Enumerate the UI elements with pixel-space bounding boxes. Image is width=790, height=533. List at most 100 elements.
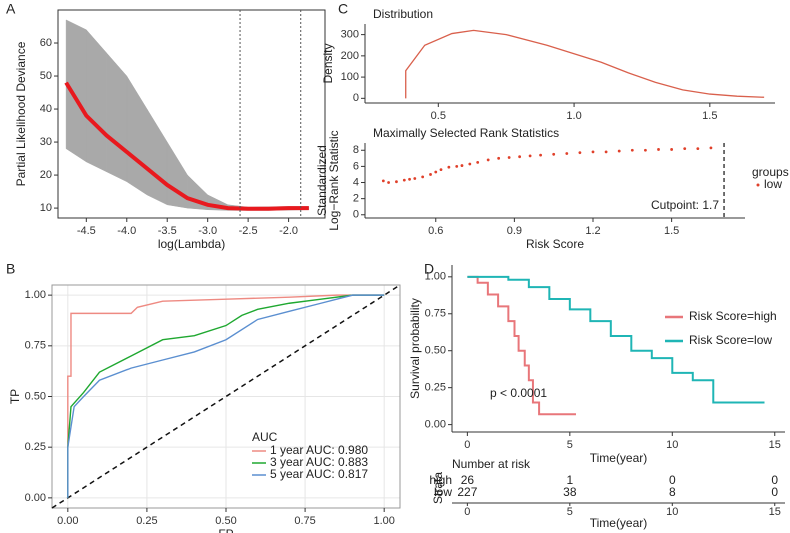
plot-title: Maximally Selected Rank Statistics [373,126,559,140]
x-tick-label: -3.0 [198,225,217,237]
roc-curve [67,294,385,498]
x-tick-label: 15 [769,506,781,518]
y-tick-label: 300 [341,29,359,41]
legend-title: AUC [252,430,278,444]
y-tick-label: 60 [40,37,52,49]
y-tick-label: 0.25 [425,382,446,394]
point [657,148,660,151]
y-tick-label: 0.00 [25,492,46,504]
x-axis-label: FP [218,527,233,533]
y-tick-label: 2 [353,193,359,205]
x-tick-label: 5 [567,439,573,451]
x-tick-label: 0.50 [215,515,236,527]
survival-curve [467,275,576,416]
y-axis-label: Standardized [315,145,329,216]
legend-label: Risk Score=low [689,333,772,347]
y-tick-label: 6 [353,160,359,172]
legend-label: low [764,177,782,191]
point [518,155,522,159]
point [497,156,501,160]
x-tick-label: 1.2 [585,225,600,237]
legend-swatch [756,183,760,187]
point [413,177,417,180]
mean-line [64,81,309,211]
y-tick-label: 0.00 [425,419,446,431]
risk-count: 38 [563,485,577,499]
point [630,148,634,152]
risk-table-strata: Strata [431,472,445,504]
y-axis-label: Survival probability [408,298,422,399]
x-tick-label: 1.0 [566,110,581,122]
y-tick-label: 8 [353,144,359,156]
legend-label: 1 year AUC: 0.980 [270,443,368,457]
risk-count: 26 [461,473,475,487]
y-tick-label: 0.75 [25,340,46,352]
point [507,156,511,159]
y-tick-label: 0 [353,92,359,104]
legend-label: Risk Score=high [689,309,777,323]
y-tick-label: 1.00 [25,289,46,301]
x-tick-label: -3.5 [158,225,177,237]
legend-label: 3 year AUC: 0.883 [270,455,368,469]
legend-title: groups [752,165,789,179]
x-tick-label: 0 [464,506,470,518]
point [696,147,700,151]
x-tick-label: 1.5 [664,225,679,237]
point [578,151,582,155]
point [683,147,687,151]
legend-label: 5 year AUC: 0.817 [270,467,368,481]
point [486,158,490,162]
panel-letter: A [6,1,16,17]
cutpoint-label: Cutpoint: 1.7 [651,198,719,212]
x-tick-label: 10 [666,439,678,451]
y-tick-label: 1.00 [425,271,446,283]
point [395,180,398,184]
point [591,150,595,154]
survival-curve [467,275,765,404]
x-axis-label: Time(year) [590,451,648,465]
x-tick-label: 0 [464,439,470,451]
y-tick-label: 50 [40,70,52,82]
x-tick-label: 1.5 [702,110,717,122]
plot-title: Distribution [373,7,433,21]
point [421,175,425,179]
panel-letter: C [338,1,348,17]
point [402,178,406,182]
risk-count: 227 [457,485,477,499]
risk-count: 1 [566,473,573,487]
y-tick-label: 200 [341,50,359,62]
risk-row-name: low [434,485,452,499]
density-curve [405,29,765,99]
x-axis-label: log(Lambda) [158,237,225,251]
x-tick-label: -2.0 [279,225,298,237]
point [604,150,608,154]
confidence-band [86,29,107,173]
x-tick-label: -2.5 [239,225,258,237]
x-tick-label: 1.00 [373,515,394,527]
point [565,152,569,155]
risk-row-name: high [429,473,452,487]
panel-letter: B [6,261,15,277]
plot-border [57,9,326,219]
point [439,168,443,172]
risk-count: 8 [669,485,676,499]
y-tick-label: 30 [40,136,52,148]
point [709,146,713,150]
x-tick-label: 15 [769,439,781,451]
x-tick-label: 0.75 [294,515,315,527]
point [455,164,459,168]
y-tick-label: 0.50 [425,345,446,357]
y-tick-label: 20 [40,169,52,181]
x-tick-label: 0.5 [431,110,446,122]
y-tick-label: 100 [341,71,359,83]
point [617,149,621,153]
point [468,162,472,166]
y-tick-label: 10 [40,202,52,214]
point [528,154,532,158]
y-axis-label: Density [321,43,335,83]
point [429,173,432,176]
y-tick-label: 0 [353,209,359,221]
x-tick-label: 0.00 [57,515,78,527]
y-axis-label: Partial Likelihood Deviance [14,41,28,186]
y-tick-label: 0.75 [425,308,446,320]
